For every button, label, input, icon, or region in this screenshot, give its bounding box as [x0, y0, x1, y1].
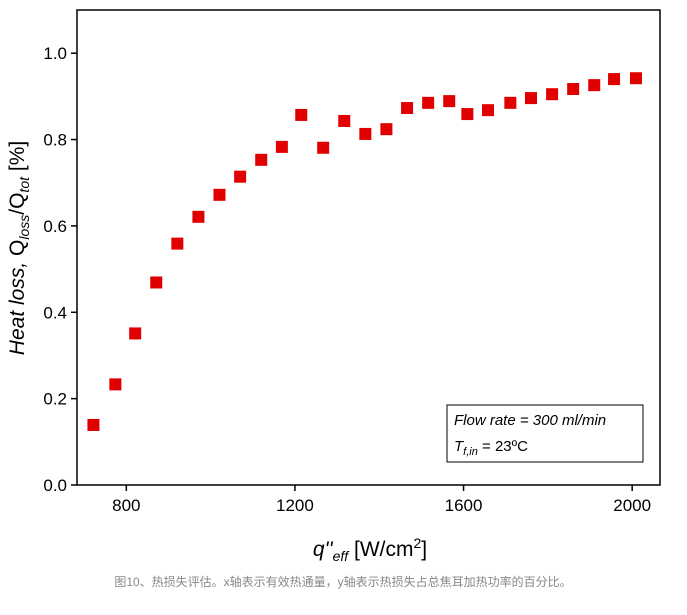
data-point: [482, 104, 495, 117]
y-label-part: /Q: [6, 193, 29, 215]
data-point: [129, 327, 142, 340]
data-point: [87, 418, 100, 431]
y-label-sub: tot: [16, 176, 32, 193]
plot-frame: [76, 9, 661, 486]
data-point: [588, 79, 601, 92]
y-tick-label: 0.6: [43, 217, 67, 236]
annotation-box: [446, 404, 644, 463]
y-label-part: Q: [6, 240, 29, 256]
y-tick-label: 0.4: [43, 303, 67, 322]
data-point: [192, 210, 205, 223]
data-point: [380, 123, 393, 136]
y-axis-label: Heat loss, Qloss/Qtot [%]: [6, 141, 34, 355]
annotation-line: Tf,in = 23ºC: [454, 438, 528, 458]
y-tick-label: 0.2: [43, 390, 67, 409]
y-label-part: [%]: [6, 141, 29, 171]
annotation-part: T: [454, 438, 465, 455]
annotation-sub: f,in: [463, 446, 478, 458]
data-point: [255, 153, 268, 166]
data-point: [629, 72, 642, 85]
data-point: [546, 88, 559, 101]
annotation-part: = 23ºC: [478, 438, 528, 455]
annotation-line: Flow rate = 300 ml/min: [454, 412, 606, 429]
data-point: [504, 96, 517, 109]
x-label-sup: 2: [413, 535, 421, 551]
x-tick-label: 1200: [276, 496, 314, 515]
data-point: [171, 237, 184, 250]
x-label-sub: eff: [333, 548, 351, 564]
data-point: [525, 92, 538, 105]
data-point: [401, 102, 414, 115]
x-label-part: ]: [421, 538, 427, 561]
y-label-part: Heat loss,: [6, 262, 29, 355]
data-point: [317, 141, 330, 154]
data-point: [338, 114, 351, 127]
x-label-part: q'': [313, 538, 334, 561]
data-point: [109, 378, 122, 391]
data-point: [567, 83, 580, 96]
data-point: [443, 95, 456, 108]
x-tick-label: 1600: [445, 496, 483, 515]
x-tick-label: 800: [112, 496, 140, 515]
caption: 图10、热损失评估。x轴表示有效热通量，y轴表示热损失占总焦耳加热功率的百分比。: [114, 574, 571, 589]
data-point: [608, 73, 621, 86]
y-label-sub: loss: [16, 215, 32, 240]
data-point: [275, 140, 288, 153]
x-label-part: [W/cm: [354, 538, 413, 561]
data-point: [461, 108, 474, 121]
x-tick-label: 2000: [613, 496, 651, 515]
data-point: [359, 127, 372, 140]
y-tick-label: 0.0: [43, 476, 67, 495]
x-axis-label: q''eff [W/cm2]: [313, 535, 427, 566]
data-point: [422, 96, 435, 109]
y-tick-label: 1.0: [43, 44, 67, 63]
data-point: [295, 108, 308, 121]
data-point: [150, 276, 163, 289]
y-tick-label: 0.8: [43, 131, 67, 150]
data-point: [234, 170, 247, 183]
data-point: [213, 188, 226, 201]
